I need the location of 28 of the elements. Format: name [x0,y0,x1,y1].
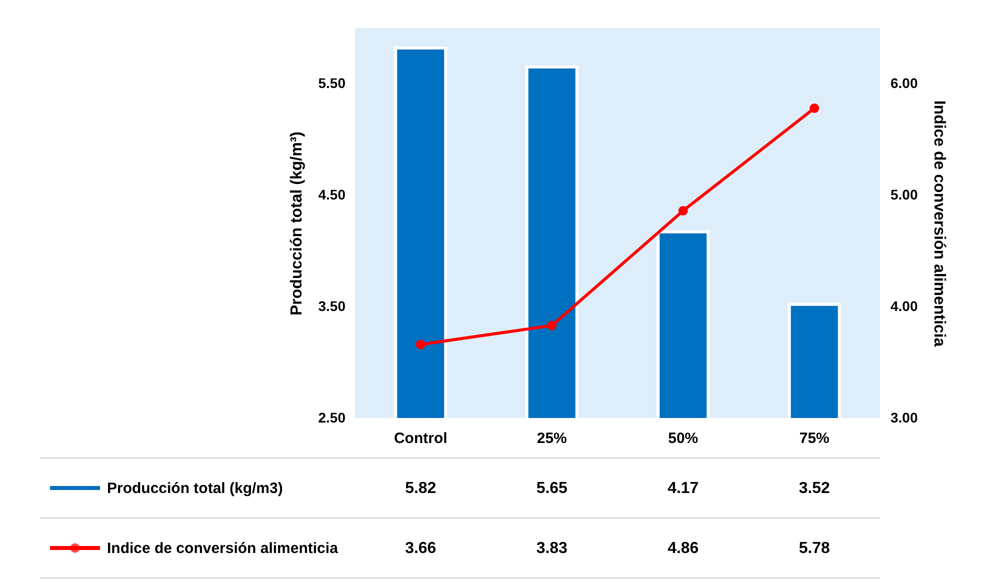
point [416,340,426,350]
y2-axis-title: Indice de conversión alimenticia [930,100,948,347]
y-tick-label: 5.50 [318,75,346,92]
y-tick-label: 3.50 [318,298,346,314]
data-label: 3.66 [405,540,436,557]
y-axis-title: Producción total (kg/m³) [288,132,306,316]
y2-tick-label: 3.00 [890,410,918,426]
data-label: 4.17 [668,480,699,497]
data-label: 5.78 [798,540,830,557]
x-tick-label: Control [394,430,448,447]
point [547,320,557,330]
data-label: 3.52 [798,480,830,497]
y2-tick-label: 4.00 [890,298,918,314]
data-label: 4.86 [668,540,699,557]
x-tick-label: 75% [799,430,830,447]
y-tick-label: 4.50 [318,186,346,203]
y-tick-label: 2.50 [318,410,346,426]
data-label: 5.65 [536,480,568,497]
point [810,103,820,113]
y2-tick-label: 6.00 [890,75,918,92]
x-tick-label: 50% [668,430,698,447]
legend-label: Producción total (kg/m3) [107,480,283,497]
data-label: 5.82 [405,480,436,497]
x-tick-label: 25% [536,430,567,447]
point [678,206,688,216]
legend-label: Indice de conversión alimenticia [107,540,339,557]
y2-tick-label: 5.00 [890,186,918,203]
data-label: 3.83 [536,540,568,557]
